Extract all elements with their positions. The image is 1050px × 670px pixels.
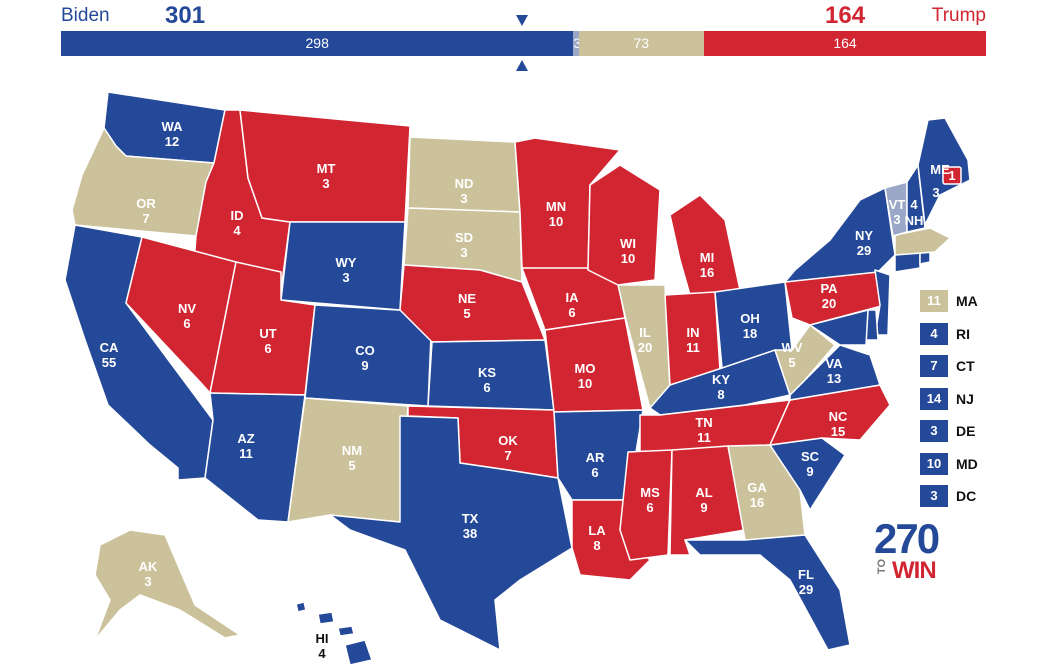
state-label-in: IN 11 [686, 325, 700, 355]
state-label-wv: WV 5 [782, 340, 803, 370]
small-state-label-ri: RI [956, 325, 970, 342]
small-state-label-ct: CT [956, 358, 975, 374]
state-tx[interactable] [329, 415, 573, 651]
small-state-label-dc: DC [956, 488, 977, 504]
state-label-la: LA 8 [588, 523, 606, 553]
small-state-votes-nj[interactable]: 14 [920, 387, 948, 410]
state-label-nc: NC 15 [829, 409, 848, 439]
state-label-ak: AK 3 [139, 559, 158, 589]
state-label-va: VA 13 [825, 356, 843, 386]
bar-segment-trump: 164 [704, 31, 986, 56]
small-state-votes-md[interactable]: 10 [920, 452, 948, 475]
state-wv[interactable] [774, 324, 836, 396]
small-state-label-de: DE [956, 423, 976, 439]
logo-to: TO [876, 559, 888, 575]
state-wi[interactable] [587, 164, 661, 286]
state-nv[interactable] [125, 236, 237, 394]
state-label-nh: 4 NH [905, 197, 924, 228]
trump-total: 164 [825, 2, 866, 29]
small-state-label-nj: NJ [956, 390, 974, 407]
state-label-ks: KS 6 [478, 365, 496, 395]
small-state-votes-ct[interactable]: 7 [920, 355, 948, 377]
state-label-ga: GA 16 [747, 480, 767, 510]
state-label-id: ID 4 [231, 208, 244, 238]
small-state-votes-dc[interactable]: 3 [920, 485, 948, 507]
small-state-votes-ri[interactable]: 4 [920, 322, 948, 345]
state-ak[interactable] [94, 529, 241, 641]
state-ma[interactable] [894, 227, 951, 256]
state-label-al: AL 9 [695, 485, 712, 515]
state-hi[interactable] [295, 601, 373, 666]
state-label-wa: WA 12 [162, 119, 184, 149]
state-label-sc: SC 9 [801, 449, 820, 479]
state-label-mt: MT 3 [317, 161, 336, 191]
state-label-il: IL 20 [638, 325, 652, 355]
state-label-ar: AR 6 [586, 450, 605, 480]
small-state-label-ma: MA [956, 293, 978, 309]
state-nh[interactable] [906, 164, 926, 233]
bar-segment-biden: 298 [61, 31, 574, 56]
state-label-nm: NM 5 [342, 443, 362, 473]
logo-win: WIN [892, 557, 937, 584]
state-label-pa: PA 20 [820, 281, 838, 311]
state-label-vt: VT 3 [889, 197, 906, 227]
270-marker-bottom-icon [516, 60, 528, 71]
state-mi[interactable] [669, 194, 741, 296]
biden-label: Biden [61, 5, 110, 26]
state-label-ne: NE 5 [458, 291, 476, 321]
state-fl[interactable] [684, 534, 851, 651]
state-label-wy: WY 3 [336, 255, 357, 285]
state-label-sd: SD 3 [455, 230, 473, 260]
270-marker-top-icon [516, 15, 528, 26]
state-me-cd2[interactable] [942, 166, 962, 185]
state-label-co: CO 9 [355, 343, 375, 373]
small-state-votes-ma[interactable]: 11 [920, 290, 948, 312]
state-label-az: AZ 11 [237, 431, 254, 461]
state-label-ky: KY 8 [712, 372, 730, 402]
state-label-me: ME 3 [930, 162, 950, 200]
logo-number: 270 [874, 515, 940, 562]
state-label-me-cd2: 1 [948, 168, 955, 183]
state-label-mo: MO 10 [575, 361, 596, 391]
state-label-or: OR 7 [136, 196, 156, 226]
state-label-mn: MN 10 [546, 199, 566, 229]
state-label-ok: OK 7 [498, 433, 518, 463]
state-label-ms: MS 6 [640, 485, 660, 515]
state-nj[interactable] [874, 269, 891, 336]
state-label-tn: TN 11 [695, 415, 712, 445]
small-state-label-md: MD [956, 455, 978, 472]
state-label-tx: TX 38 [462, 511, 479, 541]
state-label-ny: NY 29 [855, 228, 873, 258]
biden-total: 301 [165, 2, 206, 29]
bar-segment-tossup: 73 [578, 31, 705, 56]
state-label-wi: WI 10 [620, 236, 636, 266]
state-md[interactable] [809, 309, 869, 346]
small-state-votes-de[interactable]: 3 [920, 420, 948, 442]
state-label-hi: HI 4 [316, 631, 329, 661]
state-label-nd: ND 3 [455, 176, 474, 206]
state-label-oh: OH 18 [740, 311, 760, 341]
state-label-ut: UT 6 [259, 326, 276, 356]
electoral-vote-bar: 298 3 73 164 [61, 31, 986, 56]
state-ny[interactable] [784, 187, 896, 283]
state-ms[interactable] [619, 449, 673, 561]
state-label-mi: MI 16 [700, 250, 714, 280]
state-label-ca: CA 55 [100, 340, 119, 370]
state-label-nv: NV 6 [178, 301, 196, 331]
state-label-ia: IA 6 [566, 290, 580, 320]
bar-segment-biden-lean: 3 [573, 31, 579, 56]
trump-label: Trump [931, 5, 986, 26]
270towin-logo: 270 TO WIN [874, 515, 944, 585]
state-label-fl: FL 29 [798, 567, 814, 597]
